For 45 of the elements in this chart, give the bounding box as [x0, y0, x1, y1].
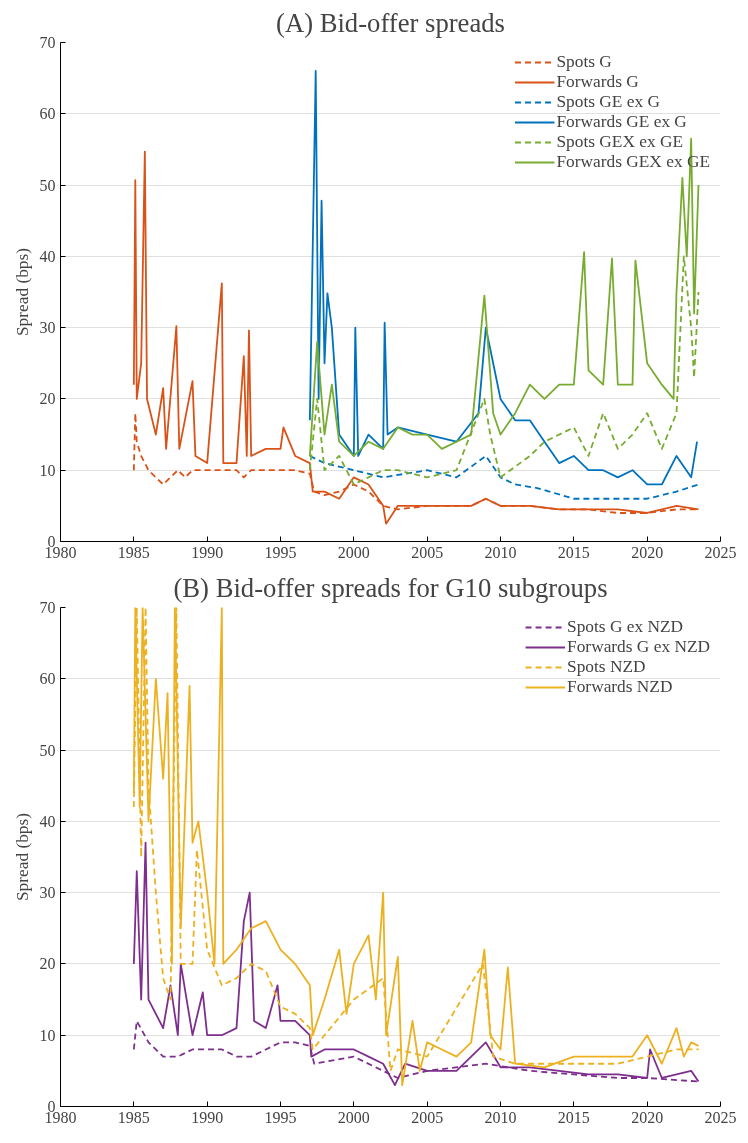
x-tick-label: 1985 — [117, 543, 150, 561]
x-tick-label: 2000 — [337, 543, 370, 561]
y-tick-label: 50 — [39, 741, 56, 759]
chart-title: (B) Bid-offer spreads for G10 subgroups — [173, 572, 608, 603]
legend-label: Forwards G ex NZD — [567, 637, 710, 657]
x-tick-label: 2010 — [484, 1108, 517, 1126]
x-tick-label: 2020 — [631, 1108, 664, 1126]
x-tick-label: 1990 — [191, 543, 224, 561]
x-tick-label: 2000 — [337, 1108, 370, 1126]
y-tick-label: 30 — [39, 884, 56, 902]
legend-label: Spots G ex NZD — [567, 617, 684, 637]
legend-label: Forwards G — [556, 72, 639, 92]
legend-label: Spots GE ex G — [556, 92, 660, 112]
y-tick-label: 50 — [39, 176, 56, 194]
legend-label: Spots GEX ex GE — [556, 132, 684, 152]
y-tick-label: 40 — [39, 247, 56, 265]
chart-title: (A) Bid-offer spreads — [276, 7, 505, 38]
y-tick-label: 70 — [39, 34, 56, 51]
y-axis-title: Spread (bps) — [12, 247, 32, 337]
y-axis-title: Spread (bps) — [12, 812, 32, 902]
x-tick-label: 2010 — [484, 543, 517, 561]
y-tick-label: 70 — [39, 599, 56, 616]
y-tick-label: 20 — [39, 955, 56, 973]
x-tick-label: 1995 — [264, 543, 297, 561]
y-tick-label: 40 — [39, 812, 56, 830]
legend-label: Spots NZD — [567, 657, 646, 677]
y-tick-label: 10 — [39, 461, 56, 479]
y-tick-label: 10 — [39, 1026, 56, 1044]
y-tick-label: 60 — [39, 670, 56, 688]
y-tick-label: 20 — [39, 390, 56, 408]
x-tick-label: 2020 — [631, 543, 664, 561]
legend-label: Forwards NZD — [567, 677, 673, 697]
legend-label: Forwards GE ex G — [556, 112, 687, 132]
x-tick-label: 2005 — [411, 1108, 444, 1126]
x-tick-label: 2025 — [704, 543, 737, 561]
x-tick-label: 2025 — [704, 1108, 737, 1126]
y-tick-label: 60 — [39, 105, 56, 123]
legend-label: Spots G — [556, 52, 612, 72]
y-tick-label: 30 — [39, 319, 56, 337]
x-tick-label: 1990 — [191, 1108, 224, 1126]
x-tick-label: 2015 — [557, 543, 590, 561]
x-tick-label: 2015 — [557, 1108, 590, 1126]
x-tick-label: 1995 — [264, 1108, 297, 1126]
x-tick-label: 2005 — [411, 543, 444, 561]
x-tick-label: 1985 — [117, 1108, 150, 1126]
